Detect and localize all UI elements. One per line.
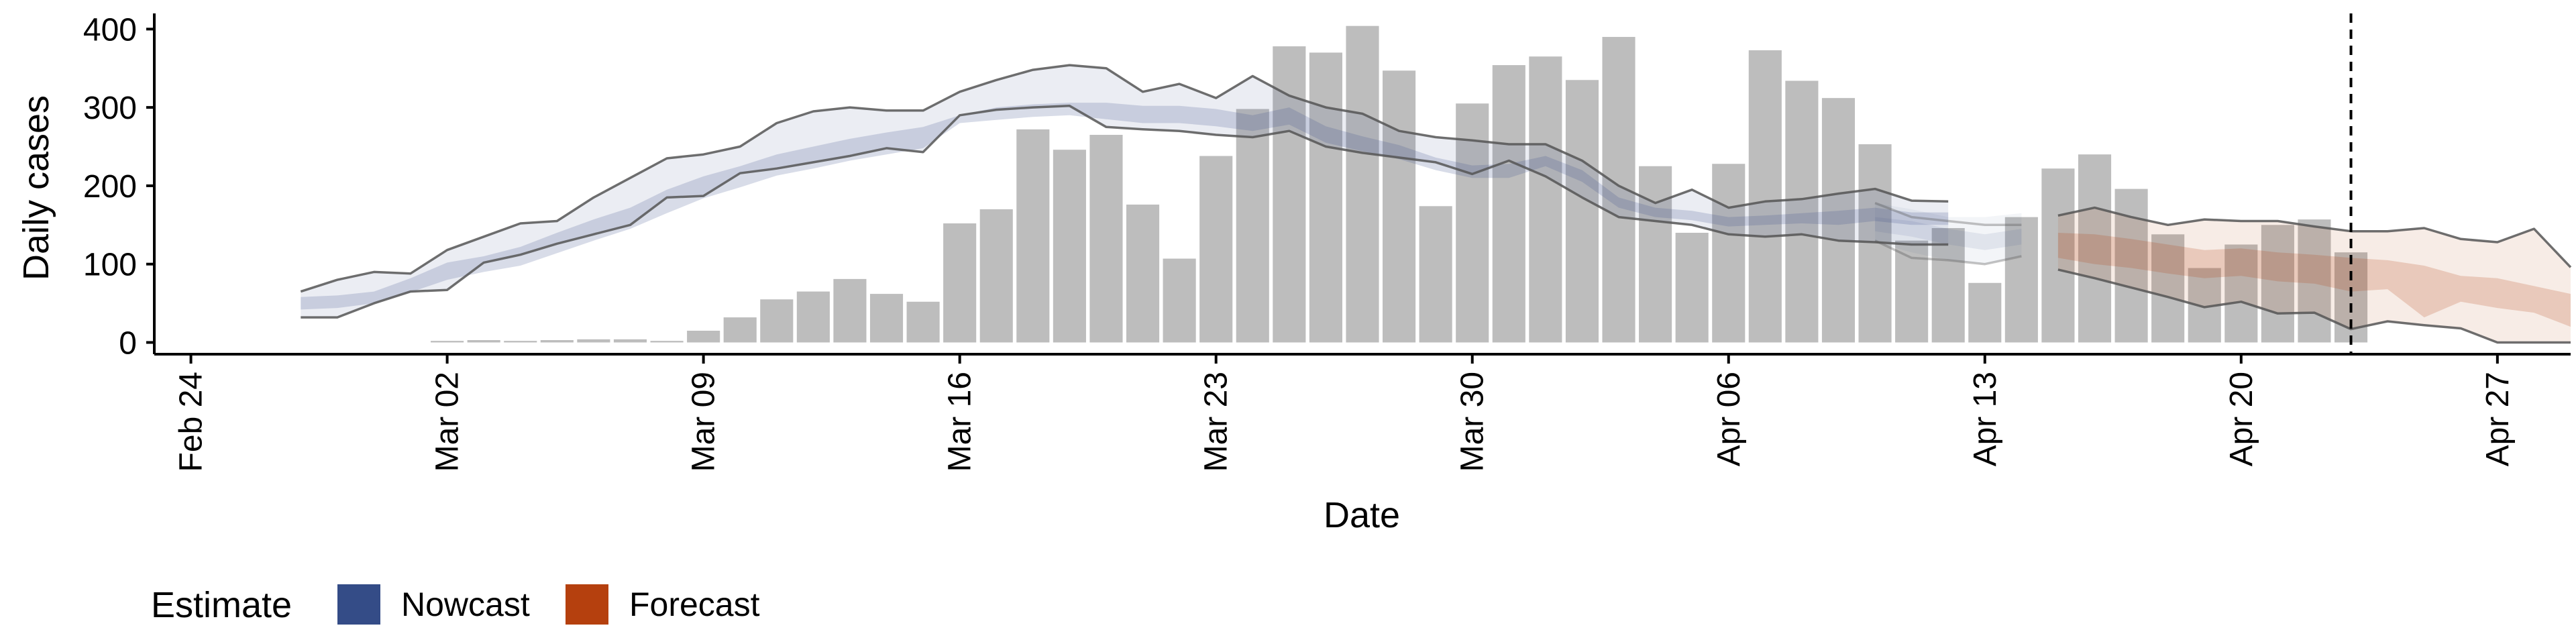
bar bbox=[2224, 244, 2258, 343]
nowcast-tail-outer-band bbox=[1875, 203, 2022, 264]
x-tick-label: Mar 02 bbox=[430, 372, 466, 472]
bar bbox=[1968, 282, 2002, 343]
bar bbox=[833, 278, 867, 343]
bar bbox=[1675, 232, 1709, 343]
y-tick-label: 0 bbox=[119, 325, 137, 361]
bar bbox=[1785, 80, 1819, 343]
bar bbox=[1016, 129, 1050, 343]
nowcast-inner-band bbox=[301, 103, 1949, 310]
bar bbox=[1236, 109, 1269, 343]
nowcast-tail-lower-line bbox=[1874, 239, 2022, 266]
bar bbox=[1821, 98, 1856, 343]
legend-key-nowcast bbox=[337, 584, 380, 625]
bar bbox=[1199, 156, 1233, 343]
y-tick-label: 400 bbox=[83, 12, 137, 48]
x-tick-label: Feb 24 bbox=[174, 372, 209, 472]
forecast-upper-line bbox=[2057, 206, 2572, 268]
ribbons-layer bbox=[301, 65, 2571, 343]
bar bbox=[2151, 234, 2185, 343]
bar bbox=[979, 209, 1013, 343]
bar bbox=[1346, 25, 1379, 343]
bar bbox=[687, 330, 720, 343]
y-axis-title: Daily cases bbox=[16, 95, 56, 280]
bar bbox=[1712, 164, 1746, 343]
bar bbox=[504, 341, 537, 343]
x-tick-label: Apr 06 bbox=[1711, 372, 1747, 466]
bar bbox=[650, 341, 684, 343]
legend-label-nowcast: Nowcast bbox=[401, 586, 530, 623]
x-tick-label: Mar 09 bbox=[686, 372, 722, 472]
bar bbox=[1126, 204, 1160, 343]
bar bbox=[467, 339, 500, 343]
bar bbox=[2261, 225, 2294, 343]
bar bbox=[1529, 56, 1562, 343]
axes-layer: 0 100 200 300 400 Feb 24 Mar 02 Mar 09 Mar 16 Mar… bbox=[83, 12, 2571, 472]
bar bbox=[1309, 52, 1342, 343]
y-tick-label: 200 bbox=[83, 169, 137, 205]
bar bbox=[1089, 135, 1123, 343]
legend-label-forecast: Forecast bbox=[629, 586, 760, 623]
bar bbox=[2078, 154, 2112, 343]
x-axis-title: Date bbox=[1324, 495, 1400, 535]
forecast-outer-band bbox=[2057, 207, 2571, 343]
bar bbox=[577, 339, 610, 343]
bar bbox=[943, 223, 977, 343]
bar bbox=[1163, 258, 1196, 343]
legend: Estimate Nowcast Forecast bbox=[151, 584, 760, 625]
legend-key-forecast bbox=[566, 584, 608, 625]
x-tick-label: Apr 13 bbox=[1968, 372, 2003, 466]
bar bbox=[2004, 217, 2038, 343]
bar bbox=[1565, 80, 1599, 343]
x-tick-label: Apr 20 bbox=[2224, 372, 2259, 466]
bar bbox=[613, 339, 647, 343]
bar bbox=[2041, 168, 2075, 343]
bar bbox=[796, 291, 830, 343]
forecast-lower-line bbox=[2057, 268, 2571, 344]
bar bbox=[1748, 50, 1782, 343]
bar bbox=[1492, 65, 1525, 343]
x-tick-label: Mar 23 bbox=[1199, 372, 1234, 472]
bar bbox=[1383, 70, 1416, 343]
bar bbox=[431, 341, 464, 343]
y-tick-label: 300 bbox=[83, 91, 137, 126]
lines-layer bbox=[300, 64, 2572, 344]
bar bbox=[1895, 240, 1929, 343]
bar bbox=[760, 299, 794, 343]
bar bbox=[1639, 166, 1672, 343]
nowcast-lower-line bbox=[301, 105, 1949, 319]
bar bbox=[1419, 206, 1452, 343]
nowcast-tail-upper-line bbox=[1874, 201, 2022, 227]
legend-title: Estimate bbox=[151, 585, 292, 625]
bar bbox=[869, 294, 904, 343]
forecast-inner-band bbox=[2057, 233, 2571, 327]
x-tick-label: Apr 27 bbox=[2480, 372, 2516, 466]
nowcast-upper-line bbox=[300, 64, 1949, 293]
bar bbox=[540, 339, 574, 343]
bar bbox=[1053, 150, 1086, 343]
y-tick-label: 100 bbox=[83, 248, 137, 283]
nowcast-outer-band bbox=[301, 65, 1949, 318]
x-tick-label: Mar 30 bbox=[1455, 372, 1491, 472]
nowcast-tail-inner-band bbox=[1875, 217, 2022, 250]
bar bbox=[1931, 227, 1965, 343]
x-tick-label: Mar 16 bbox=[943, 372, 978, 472]
bar bbox=[723, 317, 757, 343]
bar bbox=[906, 301, 940, 343]
bar bbox=[1456, 103, 1489, 343]
bar bbox=[2298, 219, 2331, 343]
